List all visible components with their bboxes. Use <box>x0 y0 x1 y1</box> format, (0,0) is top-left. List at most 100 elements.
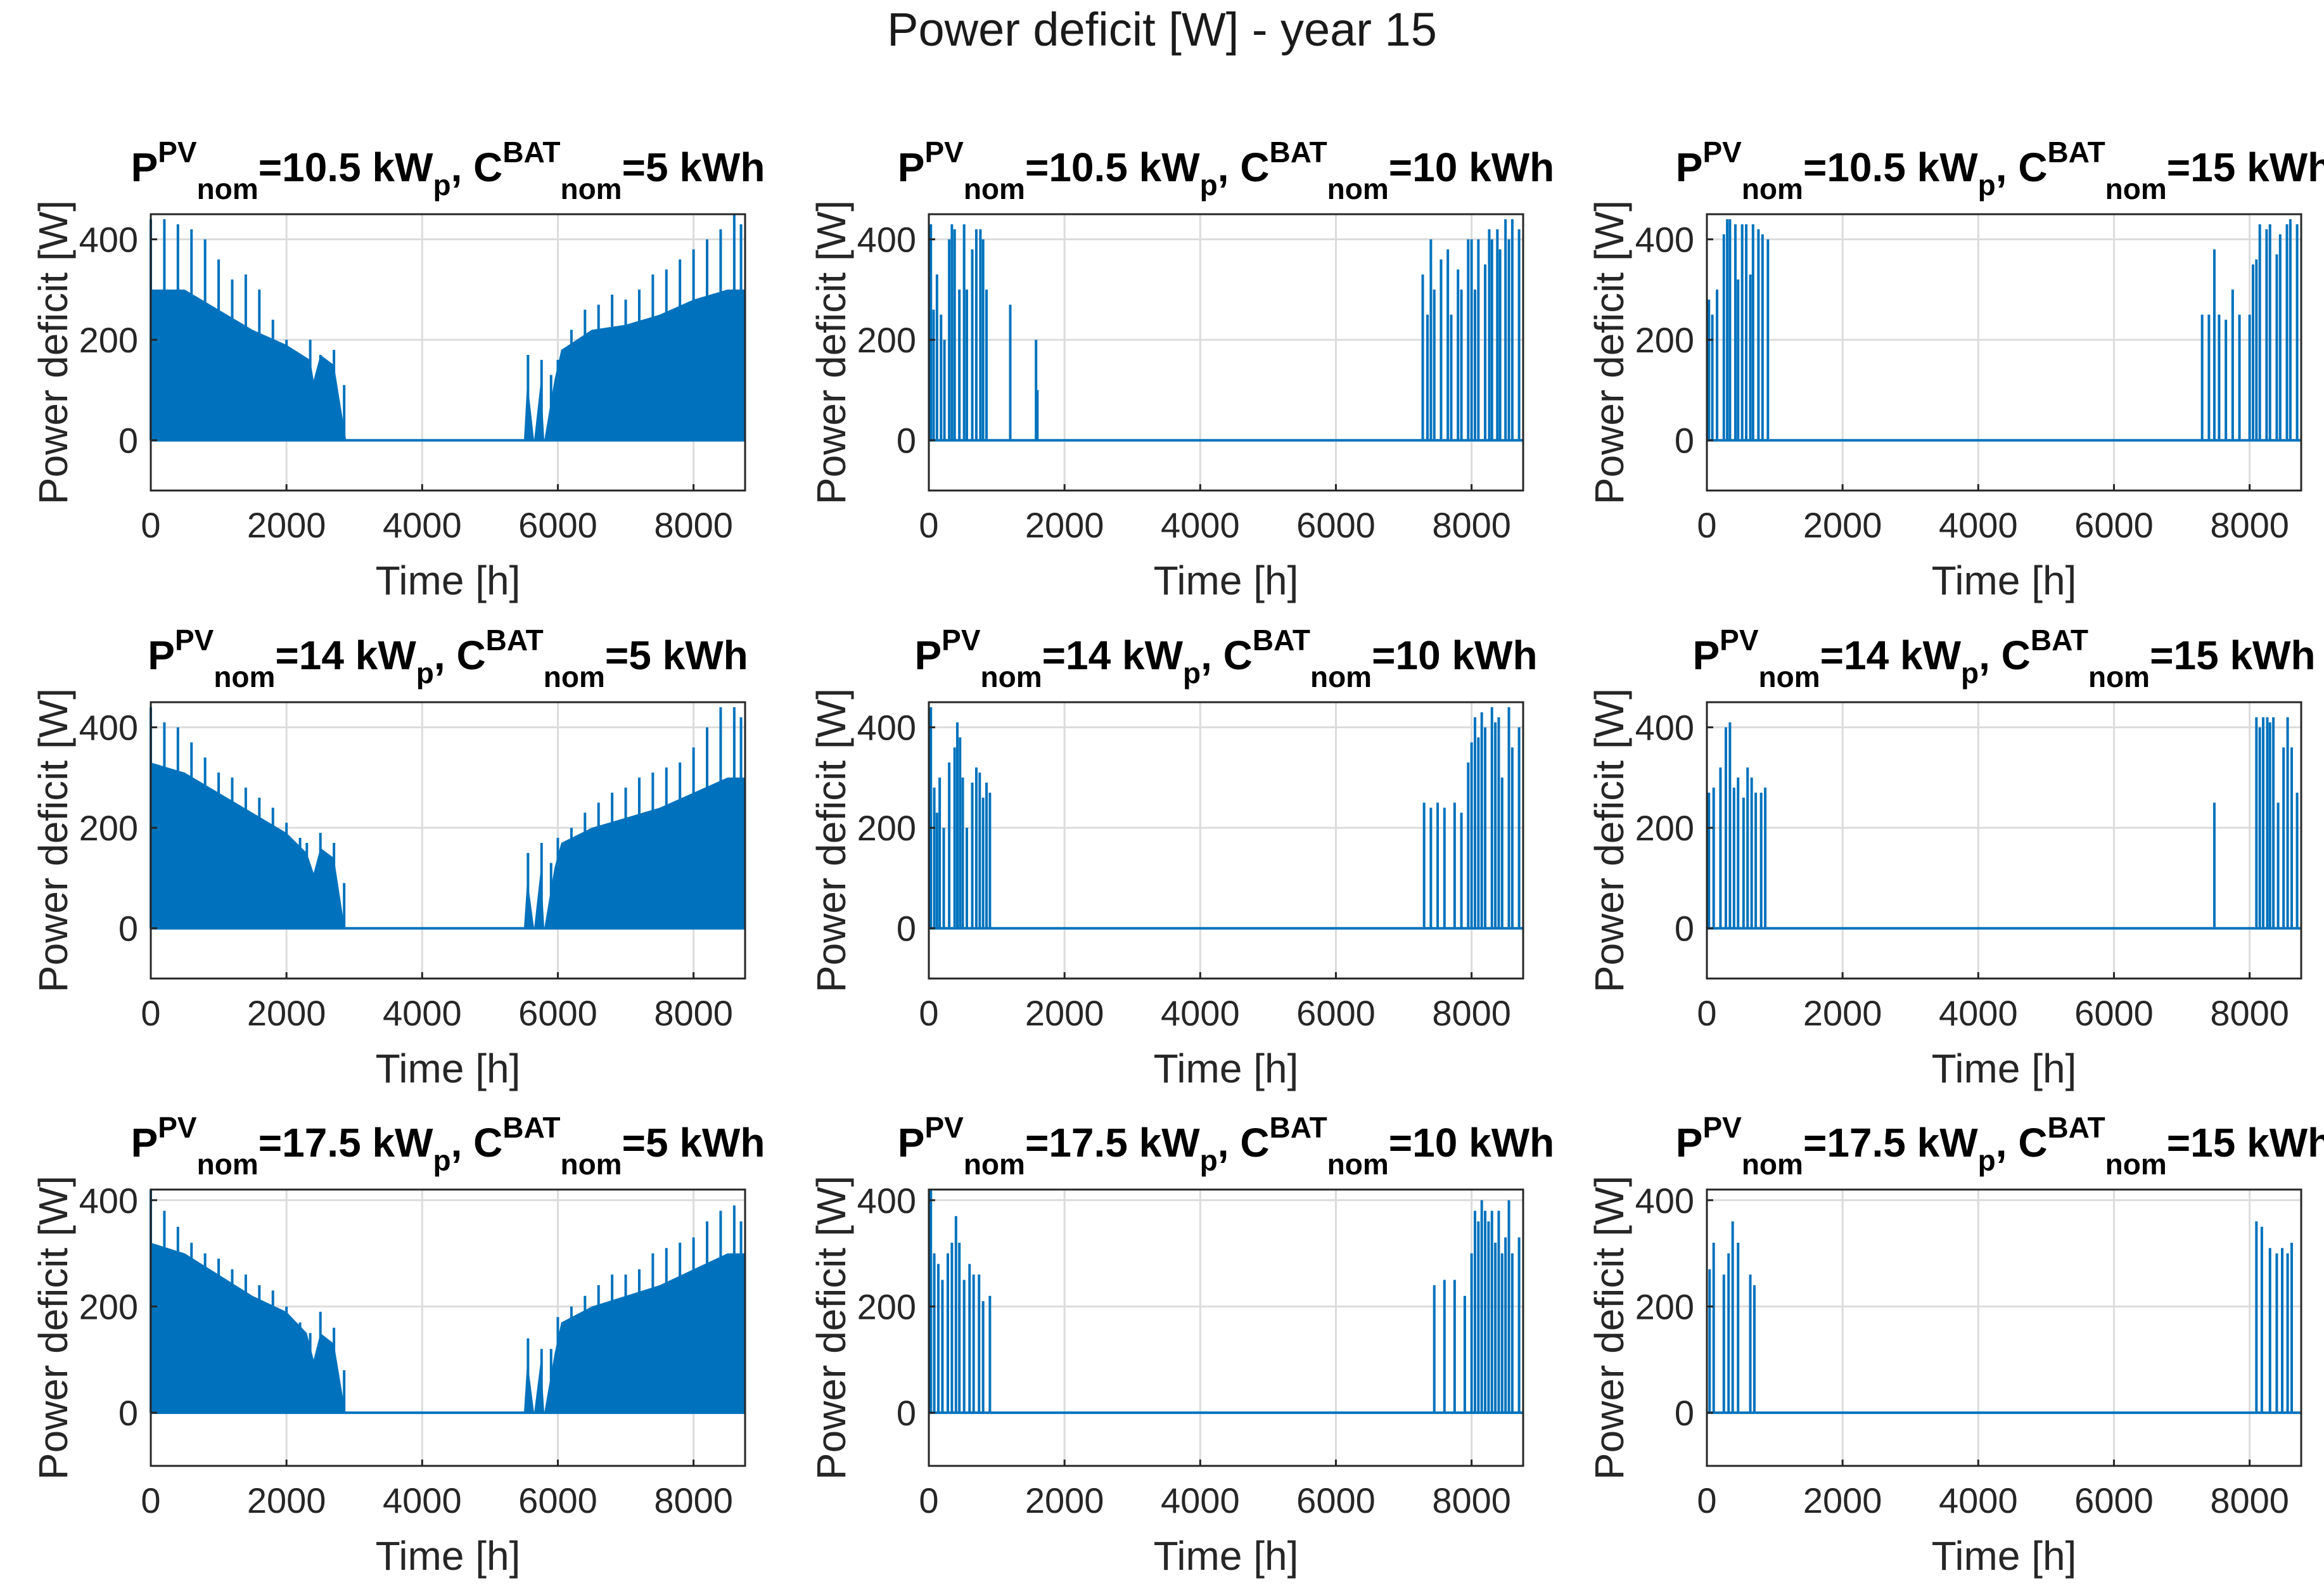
y-tick-label: 0 <box>1675 1393 1694 1433</box>
title-c-sub: nom <box>1327 1148 1389 1181</box>
y-tick-label: 0 <box>1675 909 1694 949</box>
title-p: P <box>1692 632 1720 678</box>
x-tick-label: 8000 <box>2210 1480 2289 1520</box>
x-tick-label: 4000 <box>1939 993 2018 1033</box>
y-tick-label: 400 <box>79 708 138 748</box>
title-p-value: =10.5 kW <box>1803 144 1978 190</box>
x-axis-label: Time [h] <box>376 558 521 603</box>
subplot-title: PPVnom=14 kWp, CBATnom=10 kWh <box>914 624 1537 693</box>
title-p-sup: PV <box>1702 136 1742 169</box>
x-tick-label: 2000 <box>1025 505 1104 545</box>
x-tick-label: 0 <box>919 505 938 545</box>
x-tick-label: 2000 <box>1803 505 1882 545</box>
axes-frame <box>1706 213 2302 492</box>
y-tick-label: 400 <box>857 708 916 748</box>
subplot-9: 0 2000 4000 6000 8000 0 200 400 Time [h] Power de… <box>1587 1111 2324 1579</box>
y-axis-label: Power deficit [W] <box>808 688 854 992</box>
y-axis-label: Power deficit [W] <box>1587 200 1632 504</box>
subplot-title: PPVnom=17.5 kWp, CBATnom=10 kWh <box>898 1111 1554 1181</box>
y-tick-label: 200 <box>857 808 916 848</box>
title-separator: , <box>1996 1120 2019 1165</box>
axes-frame <box>150 1188 746 1467</box>
x-tick-label: 4000 <box>1161 505 1240 545</box>
title-p-unit-sub: p <box>1978 169 1996 202</box>
x-tick-label: 6000 <box>1296 993 1376 1033</box>
title-separator: , <box>1979 632 2002 678</box>
title-p-sub: nom <box>1759 660 1820 693</box>
y-axis-label: Power deficit [W] <box>30 1176 76 1480</box>
y-tick-label: 0 <box>118 909 138 949</box>
axes-frame <box>150 213 746 492</box>
x-tick-label: 0 <box>141 505 160 545</box>
y-tick-label: 0 <box>118 421 138 461</box>
x-tick-label: 8000 <box>1432 993 1511 1033</box>
y-tick-label: 200 <box>1635 1287 1694 1326</box>
x-tick-label: 0 <box>919 993 938 1033</box>
subplot-5: 0 2000 4000 6000 8000 0 200 400 Time [h] Power de… <box>808 624 1538 1091</box>
title-p-sub: nom <box>197 1148 259 1181</box>
x-tick-label: 0 <box>919 1480 938 1520</box>
x-tick-label: 6000 <box>2074 1480 2154 1520</box>
y-tick-label: 200 <box>79 320 138 360</box>
title-p: P <box>148 632 175 678</box>
x-tick-label: 8000 <box>654 993 733 1033</box>
y-tick-label: 0 <box>897 421 916 461</box>
x-tick-label: 8000 <box>654 1480 733 1520</box>
title-p-sub: nom <box>981 660 1042 693</box>
title-c-sub: nom <box>2105 172 2167 205</box>
x-axis-label: Time [h] <box>1154 558 1299 603</box>
title-c-value: =15 kWh <box>2167 1120 2324 1165</box>
title-p-sub: nom <box>1742 172 1803 205</box>
title-p: P <box>1676 1120 1703 1165</box>
y-axis-label: Power deficit [W] <box>808 1176 854 1480</box>
x-tick-label: 0 <box>1697 505 1716 545</box>
y-tick-label: 400 <box>1635 220 1694 260</box>
x-tick-label: 4000 <box>1939 505 2018 545</box>
title-p: P <box>898 144 925 190</box>
x-tick-label: 2000 <box>1025 1480 1104 1520</box>
title-p-sub: nom <box>214 660 275 693</box>
title-p-sub: nom <box>964 1148 1025 1181</box>
title-c-value: =5 kWh <box>622 144 765 190</box>
title-c-value: =10 kWh <box>1389 144 1554 190</box>
subplot-6: 0 2000 4000 6000 8000 0 200 400 Time [h] Power de… <box>1587 624 2316 1091</box>
subplot-title: PPVnom=14 kWp, CBATnom=15 kWh <box>1692 624 2315 693</box>
title-p-value: =17.5 kW <box>1803 1120 1978 1165</box>
title-c-value: =5 kWh <box>622 1120 765 1165</box>
title-separator: , <box>451 144 474 190</box>
subplot-7: 0 2000 4000 6000 8000 0 200 400 Time [h] Power de… <box>30 1111 765 1579</box>
y-tick-label: 400 <box>79 1181 138 1221</box>
x-tick-label: 2000 <box>1803 993 1882 1033</box>
title-p-unit-sub: p <box>1961 657 1979 690</box>
x-tick-label: 2000 <box>247 993 326 1033</box>
title-p-unit-sub: p <box>433 1144 450 1177</box>
subplot-title: PPVnom=10.5 kWp, CBATnom=10 kWh <box>898 136 1554 205</box>
title-p-value: =10.5 kW <box>1025 144 1200 190</box>
subplot-1: 0 2000 4000 6000 8000 0 200 400 Time [h] Power de… <box>30 136 765 603</box>
subplot-2: 0 2000 4000 6000 8000 0 200 400 Time [h] Power de… <box>808 136 1554 603</box>
figure-title: Power deficit [W] - year 15 <box>887 3 1437 56</box>
title-p-value: =14 kW <box>1042 632 1184 678</box>
subplot-title: PPVnom=14 kWp, CBATnom=5 kWh <box>148 624 748 693</box>
subplot-title: PPVnom=17.5 kWp, CBATnom=5 kWh <box>131 1111 765 1181</box>
x-axis-label: Time [h] <box>376 1046 521 1091</box>
title-p-sup: PV <box>158 1111 197 1144</box>
x-axis-label: Time [h] <box>1154 1046 1299 1091</box>
axes-frame <box>928 213 1524 492</box>
x-tick-label: 2000 <box>1025 993 1104 1033</box>
deficit-fill-area <box>151 1242 745 1413</box>
title-c-sub: nom <box>1310 660 1372 693</box>
title-c: C <box>2018 1120 2047 1165</box>
x-axis-label: Time [h] <box>1932 1046 2077 1091</box>
deficit-fill-area <box>151 289 745 440</box>
title-c-sub: nom <box>560 172 622 205</box>
title-c-sup: BAT <box>1270 1111 1327 1144</box>
x-axis-label: Time [h] <box>1932 558 2077 603</box>
x-axis-label: Time [h] <box>376 1533 521 1579</box>
y-tick-label: 200 <box>1635 808 1694 848</box>
title-p: P <box>131 144 158 190</box>
y-tick-label: 0 <box>897 1393 916 1433</box>
y-tick-label: 200 <box>857 1287 916 1326</box>
title-c-sub: nom <box>2105 1148 2167 1181</box>
